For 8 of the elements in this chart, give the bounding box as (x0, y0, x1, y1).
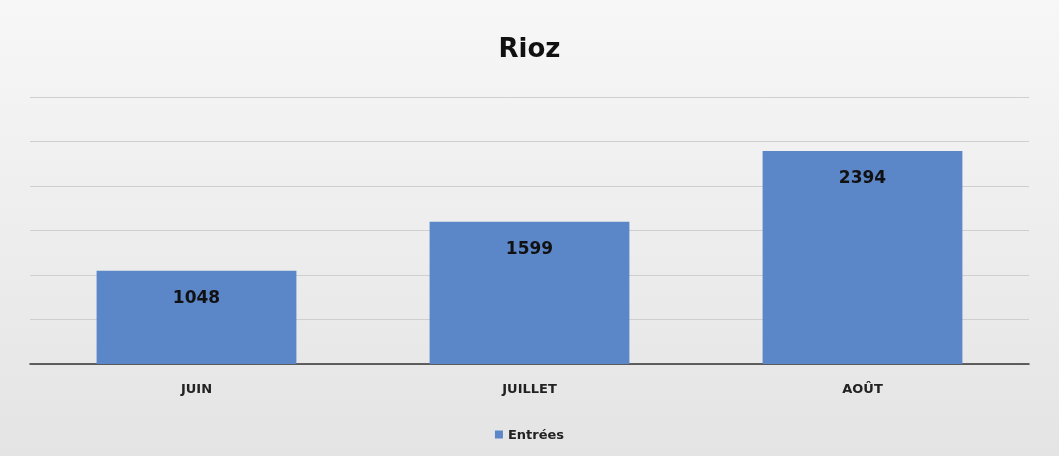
x-tick-label: AOÛT (842, 381, 883, 396)
chart-title: Rioz (498, 33, 561, 63)
data-label: 1599 (505, 238, 554, 259)
data-label: 1048 (172, 287, 221, 308)
data-label: 2394 (838, 167, 887, 188)
x-tick-label: JUILLET (501, 381, 557, 396)
x-tick-label: JUIN (179, 381, 213, 396)
legend-label: Entrées (507, 427, 565, 442)
